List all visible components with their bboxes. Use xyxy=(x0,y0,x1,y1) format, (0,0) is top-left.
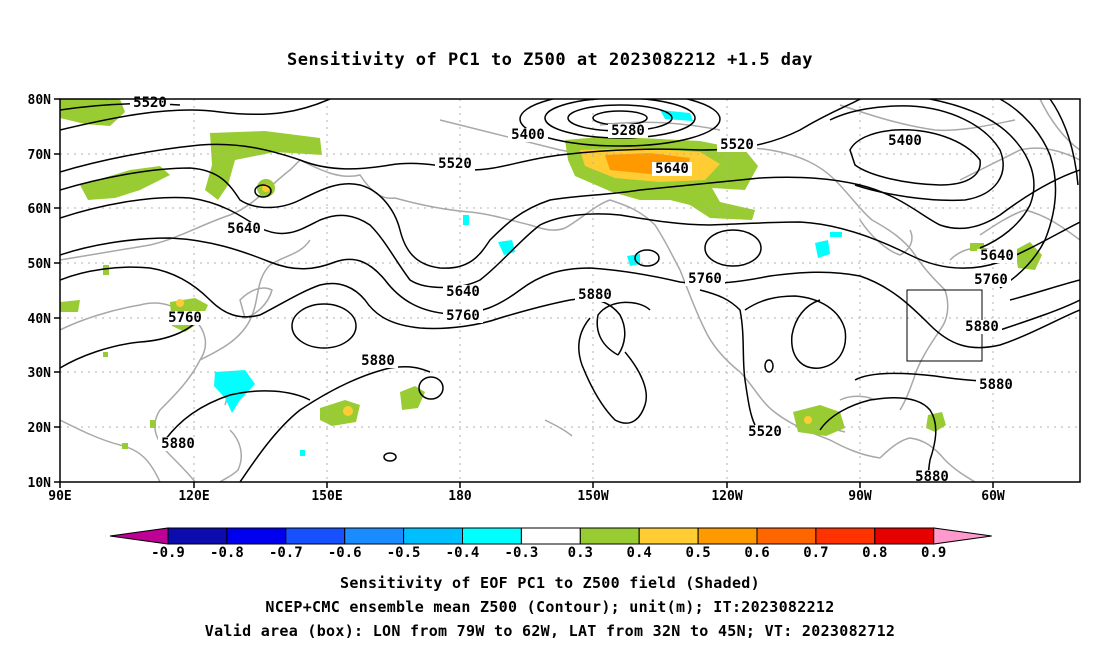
lon-label: 120W xyxy=(711,489,742,504)
colorbar-label: -0.4 xyxy=(446,545,480,561)
contour-label-bg xyxy=(971,273,1011,287)
contour-label: 5280 xyxy=(611,123,645,139)
lon-label: 180 xyxy=(448,489,472,504)
contour-label: 5640 xyxy=(227,221,261,237)
contour-label: 5760 xyxy=(446,308,480,324)
colorbar-label: 0.9 xyxy=(921,545,946,561)
plot-frame xyxy=(59,98,1081,483)
contour-label-bg xyxy=(962,320,1002,334)
lat-label: 20N xyxy=(28,421,52,436)
colorbar-swatch xyxy=(344,527,405,545)
latitude-axis: 80N 70N 60N 50N 40N 30N 20N 10N xyxy=(28,93,60,491)
contour-label: 5520 xyxy=(438,156,472,172)
contour-label-bg xyxy=(443,309,483,323)
colorbar-swatch xyxy=(462,527,522,545)
colorbar-end-right xyxy=(933,527,992,545)
colorbar-end-left xyxy=(109,527,169,545)
contour-label-bg xyxy=(685,272,725,286)
contour-label-bg xyxy=(508,128,548,142)
colorbar-swatch xyxy=(520,527,581,545)
contour-label-bg xyxy=(976,378,1016,392)
colorbar-label: 0.8 xyxy=(862,545,887,561)
lat-label: 50N xyxy=(28,257,52,272)
contour-label: 5760 xyxy=(168,310,202,326)
colorbar-label: -0.8 xyxy=(210,545,244,561)
caption-line-1: Sensitivity of EOF PC1 to Z500 field (Sh… xyxy=(340,574,760,592)
lat-label: 10N xyxy=(28,476,52,491)
colorbar-swatch xyxy=(579,527,640,545)
contour-label: 5400 xyxy=(511,127,545,143)
contour-label: 5760 xyxy=(688,271,722,287)
contour-label: 5880 xyxy=(161,436,195,452)
contour-label-bg xyxy=(165,311,205,325)
contour-label: 5880 xyxy=(915,469,949,485)
lat-label: 40N xyxy=(28,312,52,327)
caption-line-3: Valid area (box): LON from 79W to 62W, L… xyxy=(204,622,896,640)
lon-label: 150W xyxy=(577,489,608,504)
lon-label: 60W xyxy=(981,489,1005,504)
longitude-axis: 90E 120E 150E 180 150W 120W 90W 60W xyxy=(48,482,1005,504)
colorbar-swatch xyxy=(403,527,464,545)
colorbar-swatch xyxy=(285,527,346,545)
contour-label-bg xyxy=(608,124,648,138)
colorbar-swatch xyxy=(874,527,935,545)
contour-label: 5640 xyxy=(446,284,480,300)
colorbar-swatch xyxy=(226,527,287,545)
contour-label-bg xyxy=(443,285,483,299)
map-title: Sensitivity of PC1 to Z500 at 2023082212… xyxy=(286,50,813,70)
contour-label: 5880 xyxy=(361,353,395,369)
contour-label: 5400 xyxy=(888,133,922,149)
contour-label: 5520 xyxy=(133,95,167,111)
colorbar-swatch xyxy=(697,527,758,545)
contour-label-bg xyxy=(745,425,785,439)
lat-label: 80N xyxy=(28,93,52,108)
lat-label: 70N xyxy=(28,148,52,163)
colorbar-swatch xyxy=(638,527,699,545)
contour-label-bg xyxy=(652,162,692,176)
contour-label-bg xyxy=(885,134,925,148)
contour-label: 5760 xyxy=(974,272,1008,288)
contour-label: 5640 xyxy=(980,248,1014,264)
lon-label: 90W xyxy=(848,489,872,504)
colorbar-swatch xyxy=(815,527,876,545)
contour-label: 5520 xyxy=(748,424,782,440)
lat-label: 30N xyxy=(28,366,52,381)
contour-label-bg xyxy=(717,138,757,152)
colorbar-label: -0.7 xyxy=(269,545,303,561)
contour-label-bg xyxy=(158,437,198,451)
colorbar-label: -0.9 xyxy=(151,545,185,561)
contour-label-bg xyxy=(977,249,1017,263)
contour-label-bg xyxy=(912,470,952,484)
contour-label-bg xyxy=(575,288,615,302)
colorbar: -0.9 -0.8 -0.7 -0.6 -0.5 -0.4 -0.3 0.3 0.4 0.5 0.6… xyxy=(109,527,992,561)
contour-label: 5520 xyxy=(720,137,754,153)
contour-label: 5880 xyxy=(965,319,999,335)
contour-label-bg xyxy=(358,354,398,368)
colorbar-label: -0.3 xyxy=(505,545,539,561)
lon-label: 150E xyxy=(311,489,342,504)
contour-label: 5880 xyxy=(979,377,1013,393)
contour-label: 5640 xyxy=(655,161,689,177)
colorbar-label: -0.6 xyxy=(328,545,362,561)
sensitivity-shading xyxy=(60,99,1042,456)
colorbar-label: -0.5 xyxy=(387,545,421,561)
colorbar-label: 0.3 xyxy=(568,545,593,561)
colorbar-label: 0.6 xyxy=(744,545,769,561)
lon-label: 120E xyxy=(178,489,209,504)
colorbar-swatch xyxy=(167,527,228,545)
contour-label-bg xyxy=(224,222,264,236)
contour-label-bg xyxy=(435,157,475,171)
contour-label: 5880 xyxy=(578,287,612,303)
lat-label: 60N xyxy=(28,202,52,217)
caption-line-2: NCEP+CMC ensemble mean Z500 (Contour); u… xyxy=(265,598,835,616)
lon-label: 90E xyxy=(48,489,71,504)
colorbar-label: 0.7 xyxy=(803,545,828,561)
colorbar-label: 0.5 xyxy=(685,545,710,561)
colorbar-label: 0.4 xyxy=(627,545,652,561)
colorbar-swatch xyxy=(756,527,817,545)
